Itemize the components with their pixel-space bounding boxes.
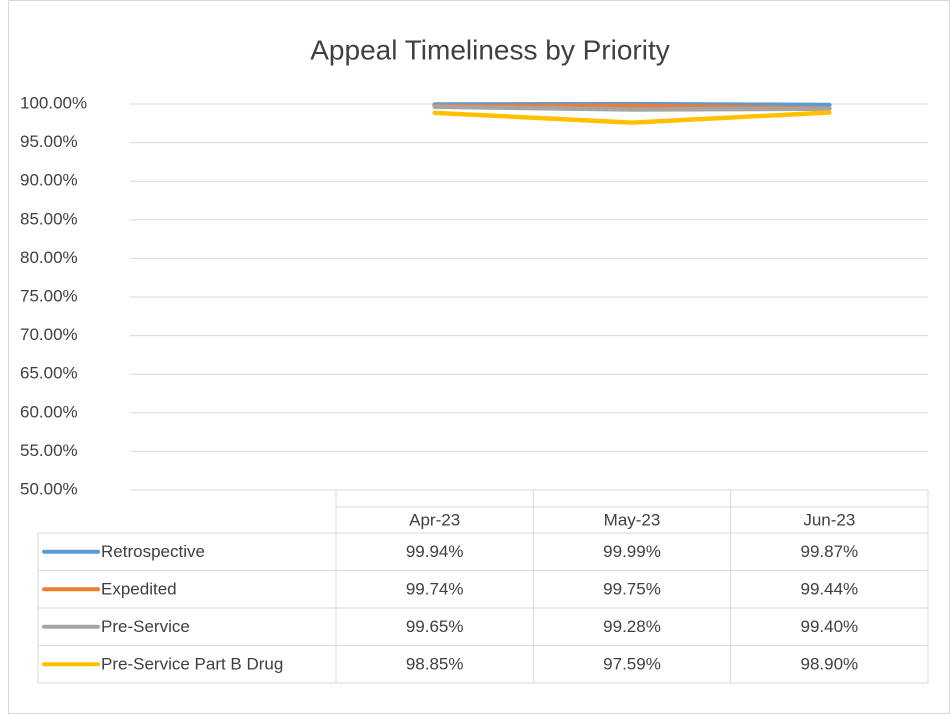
chart-title: Appeal Timeliness by Priority [310, 34, 669, 65]
legend-label: Retrospective [101, 542, 205, 561]
data-label: 99.40% [800, 617, 858, 636]
data-label: 99.75% [603, 580, 661, 599]
y-tick-label: 60.00% [20, 402, 78, 421]
y-tick-label: 70.00% [20, 325, 78, 344]
y-tick-label: 100.00% [20, 93, 87, 112]
data-label: 99.94% [406, 542, 464, 561]
data-label: 99.28% [603, 617, 661, 636]
x-tick-label: Jun-23 [803, 510, 855, 529]
series-line [432, 104, 832, 112]
y-tick-label: 85.00% [20, 209, 78, 228]
x-tick-label: Apr-23 [409, 510, 460, 529]
legend-label: Pre-Service Part B Drug [101, 655, 283, 674]
data-label: 97.59% [603, 655, 661, 674]
y-tick-label: 75.00% [20, 286, 78, 305]
data-label: 99.74% [406, 580, 464, 599]
data-label: 98.90% [800, 655, 858, 674]
y-tick-label: 55.00% [20, 441, 78, 460]
y-tick-label: 80.00% [20, 248, 78, 267]
y-tick-label: 90.00% [20, 171, 78, 190]
data-label: 99.87% [800, 542, 858, 561]
data-label: 99.65% [406, 617, 464, 636]
data-label: 99.99% [603, 542, 661, 561]
data-label: 98.85% [406, 655, 464, 674]
y-tick-label: 50.00% [20, 479, 78, 498]
legend-label: Pre-Service [101, 617, 190, 636]
y-tick-label: 65.00% [20, 364, 78, 383]
legend-label: Expedited [101, 580, 177, 599]
y-tick-label: 95.00% [20, 132, 78, 151]
data-label: 99.44% [800, 580, 858, 599]
series-line [432, 110, 832, 125]
chart-border [8, 0, 950, 714]
x-tick-label: May-23 [604, 510, 661, 529]
